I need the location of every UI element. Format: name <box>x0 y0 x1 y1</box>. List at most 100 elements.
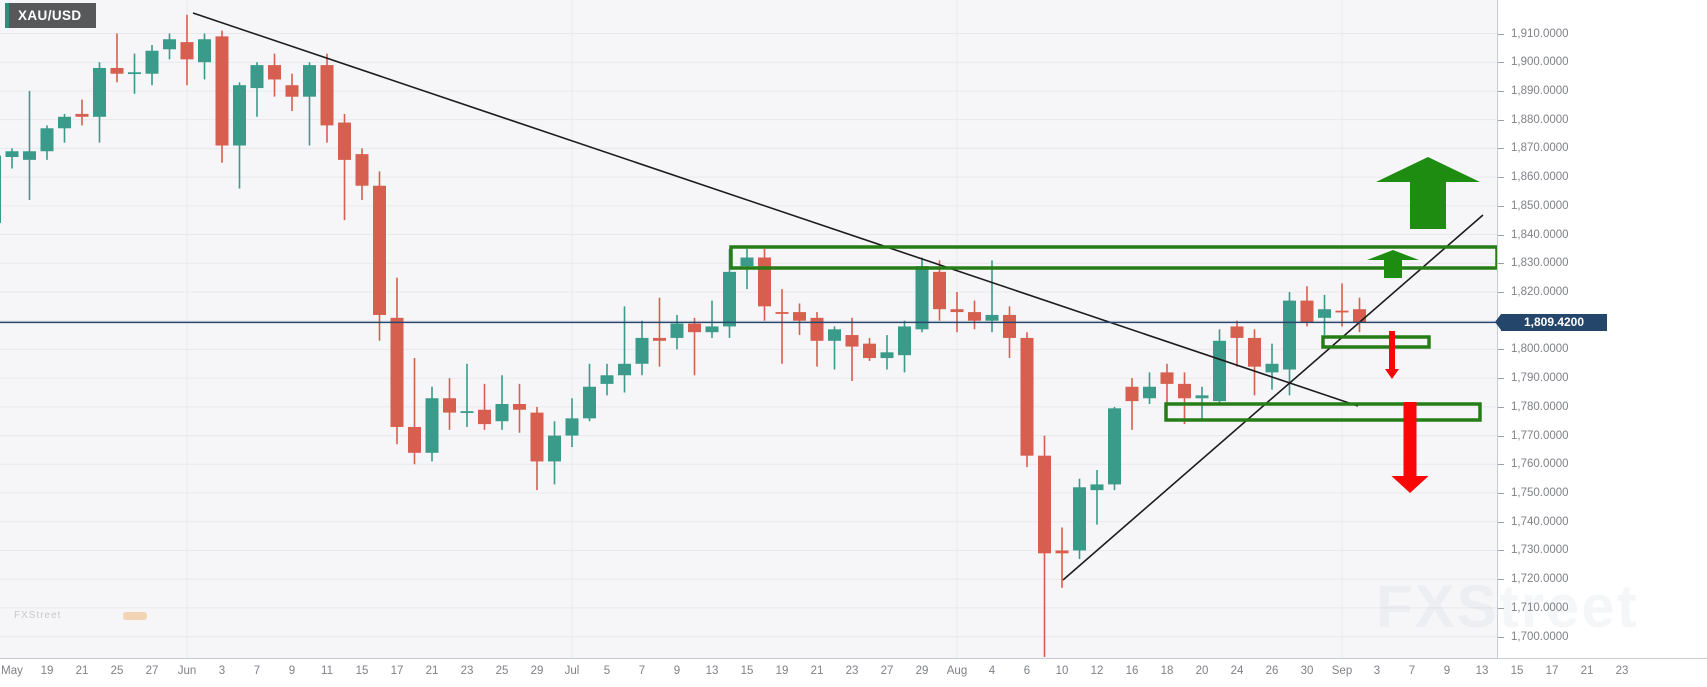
time-tick-label: 18 <box>1160 665 1174 677</box>
price-chart-canvas[interactable] <box>0 0 1497 658</box>
bullish-bounce-arrow <box>1367 250 1419 278</box>
time-tick-label: Sep <box>1331 665 1353 677</box>
time-tick-label: 17 <box>390 665 404 677</box>
candle-body <box>1038 455 1051 554</box>
candle <box>548 421 561 485</box>
time-tick-label: 19 <box>775 665 789 677</box>
candle-body <box>390 317 404 427</box>
candle <box>110 33 124 83</box>
provider-logo-text: FXStreet <box>14 610 62 621</box>
candle <box>600 363 614 396</box>
price-axis[interactable]: 1,809.4200 1,910.0000 1,900.0000 1,890.000… <box>1495 0 1707 658</box>
candle <box>968 300 981 330</box>
candle <box>478 383 491 430</box>
candle <box>1265 343 1279 390</box>
candle-body <box>250 65 264 89</box>
candle <box>1020 332 1034 468</box>
time-tick-label: 21 <box>75 665 89 677</box>
candle-body <box>425 398 439 453</box>
candle-body <box>530 412 544 462</box>
candle-body <box>758 257 771 307</box>
candle-body <box>320 65 334 126</box>
candle <box>1143 372 1156 404</box>
candle-body <box>705 326 719 333</box>
candle-body <box>1283 300 1296 370</box>
candle-body <box>1335 310 1349 313</box>
candle-body <box>478 409 491 425</box>
time-tick-label: 25 <box>495 665 509 677</box>
candle-body <box>373 185 386 315</box>
candle-body <box>268 65 281 80</box>
plot-background <box>0 0 1497 658</box>
candle <box>495 375 509 430</box>
time-tick-label: 4 <box>988 665 996 677</box>
candle-body <box>985 314 999 321</box>
candle <box>163 33 176 60</box>
time-tick-label: 30 <box>1300 665 1314 677</box>
descending-trendline <box>192 12 1359 407</box>
candle-body <box>145 50 159 74</box>
candle <box>1038 435 1051 657</box>
candle <box>688 317 701 376</box>
candle <box>810 312 824 367</box>
time-tick-label: 9 <box>673 665 681 677</box>
candle-body <box>1300 300 1314 323</box>
time-tick-label: 25 <box>110 665 124 677</box>
time-tick-label: Jul <box>564 665 580 677</box>
candle <box>1073 478 1086 560</box>
time-tick-label: 27 <box>145 665 159 677</box>
candle-body <box>845 335 859 347</box>
candle <box>898 320 911 373</box>
candle-body <box>1265 363 1279 373</box>
support-zone-1775-1781 <box>1164 402 1482 422</box>
candle-body <box>443 398 456 413</box>
candle-body <box>968 312 981 321</box>
time-tick-label: Aug <box>946 665 968 677</box>
time-tick-label: May <box>1 665 23 677</box>
candle-body <box>513 403 526 410</box>
candle-body <box>740 257 754 267</box>
price-tag-notch <box>1495 313 1501 330</box>
candle <box>40 125 54 160</box>
time-tick-label: 27 <box>880 665 894 677</box>
candle <box>320 53 334 143</box>
candle-body <box>303 65 316 97</box>
time-tick-label: 11 <box>321 665 333 677</box>
candle <box>793 303 806 336</box>
candle-body <box>600 375 614 384</box>
candle <box>303 62 316 146</box>
bullish-breakout-arrow <box>1376 157 1480 229</box>
candle-body <box>1160 372 1174 384</box>
candle-body <box>950 309 964 313</box>
candle-body <box>1195 395 1209 399</box>
candle <box>1213 329 1226 404</box>
time-tick-label: 15 <box>740 665 754 677</box>
candle <box>1003 306 1016 359</box>
time-tick-label: 10 <box>1055 665 1069 677</box>
candle <box>128 53 141 94</box>
candle-body <box>880 352 894 359</box>
candle <box>1230 320 1244 367</box>
pivot-zone-1801-1804 <box>1321 335 1431 349</box>
candle-body <box>75 113 89 117</box>
candle <box>233 82 246 189</box>
candle <box>653 297 666 367</box>
candle-body <box>180 42 194 60</box>
time-tick-label: 13 <box>705 665 719 677</box>
candle-body <box>285 85 299 97</box>
candle <box>443 378 456 430</box>
candle-body <box>775 312 789 314</box>
candle-body <box>583 386 596 419</box>
gridlines <box>0 0 1497 658</box>
candle <box>565 398 579 448</box>
time-axis[interactable]: May 19 21 25 27 Jun 3 7 9 11 15 17 21 23 25 29 Jul 5 7 9 13 1… <box>0 658 1707 687</box>
candle-body <box>863 343 876 359</box>
candle <box>93 62 106 143</box>
time-tick-label: 17 <box>1545 665 1559 677</box>
candle <box>915 257 929 333</box>
candle-body <box>1073 487 1086 551</box>
candle-body <box>1003 314 1016 338</box>
candle <box>845 317 859 382</box>
candle <box>268 53 281 97</box>
candle-body <box>670 323 684 338</box>
